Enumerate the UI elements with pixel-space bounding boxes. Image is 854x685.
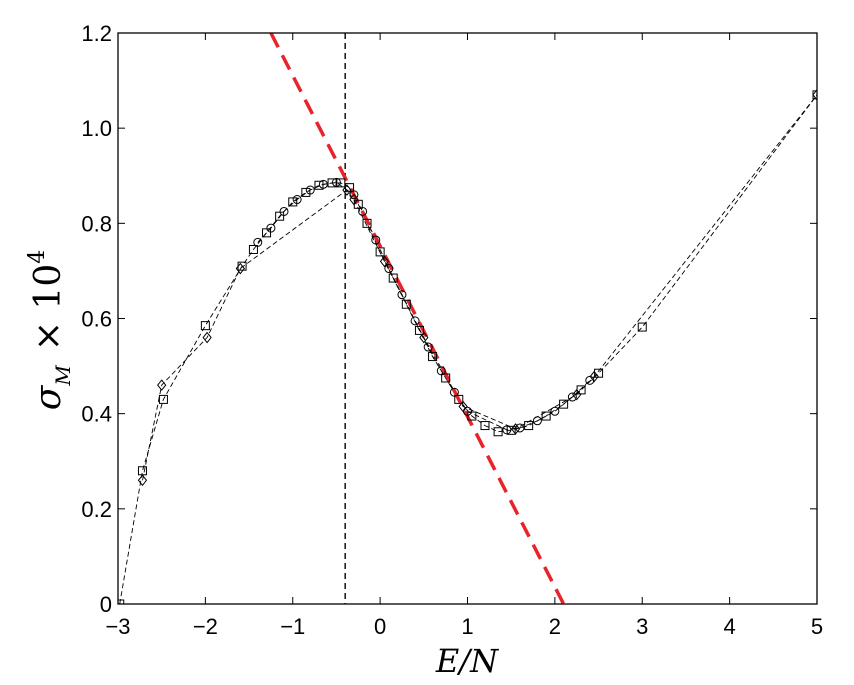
data-point-circle bbox=[384, 264, 394, 274]
data-point-diamond bbox=[235, 262, 245, 275]
data-point-square bbox=[158, 394, 168, 404]
data-point-square bbox=[594, 368, 604, 378]
data-point-circle bbox=[318, 179, 328, 189]
y-axis-factor: × 10 bbox=[28, 264, 69, 351]
data-point-circle bbox=[410, 316, 420, 326]
data-point-square bbox=[336, 178, 346, 188]
y-tick-label: 1.0 bbox=[81, 116, 112, 141]
series-line-diamond bbox=[142, 94, 817, 481]
data-point-circle bbox=[423, 342, 433, 352]
data-point-square bbox=[541, 411, 551, 421]
data-point-circle bbox=[266, 223, 276, 233]
data-point-square bbox=[559, 399, 569, 409]
svg-text:σM× 104: σM × 104 bbox=[25, 250, 75, 410]
x-tick-label: 5 bbox=[811, 614, 823, 639]
data-point-square bbox=[454, 394, 464, 404]
x-axis-label: E/N bbox=[435, 642, 499, 680]
series-line-circle bbox=[257, 181, 591, 431]
data-point-square bbox=[288, 197, 298, 207]
y-tick-label: 0.4 bbox=[81, 402, 112, 427]
data-point-diamond bbox=[458, 400, 468, 413]
data-point-square bbox=[301, 187, 311, 197]
data-point-circle bbox=[515, 423, 525, 433]
data-point-diamond bbox=[157, 379, 167, 391]
data-point-circle bbox=[371, 235, 381, 245]
data-point-diamond bbox=[349, 193, 359, 206]
y-axis-subscript: M bbox=[51, 365, 75, 387]
x-tick-label: 3 bbox=[636, 614, 648, 639]
data-point-square bbox=[637, 322, 647, 332]
data-point-square bbox=[506, 425, 516, 435]
data-point-square bbox=[327, 178, 337, 188]
data-point-square bbox=[362, 218, 372, 228]
y-tick-label: 0.6 bbox=[81, 307, 112, 332]
data-point-diamond bbox=[812, 89, 817, 101]
data-point-circle bbox=[279, 206, 289, 216]
data-point-circle bbox=[449, 387, 459, 397]
data-point-circle bbox=[331, 177, 341, 187]
data-point-circle bbox=[397, 290, 407, 300]
data-point-circle bbox=[349, 190, 359, 200]
data-point-square bbox=[200, 321, 210, 331]
data-point-square bbox=[375, 247, 385, 257]
x-tick-label: −1 bbox=[280, 614, 305, 639]
data-point-circle bbox=[550, 406, 560, 416]
y-tick-label: 1.2 bbox=[81, 21, 112, 46]
y-tick-label: 0 bbox=[100, 592, 112, 617]
plot-frame bbox=[117, 32, 818, 605]
data-point-circle bbox=[436, 366, 446, 376]
data-point-square bbox=[118, 599, 125, 604]
data-point-diamond bbox=[419, 331, 429, 344]
data-point-diamond bbox=[589, 370, 599, 383]
data-point-square bbox=[248, 245, 258, 255]
data-point-diamond bbox=[137, 474, 148, 487]
y-tick-label: 0.2 bbox=[81, 497, 112, 522]
data-point-square bbox=[314, 180, 324, 190]
x-tick-label: −3 bbox=[105, 614, 130, 639]
x-tick-label: 0 bbox=[374, 614, 386, 639]
x-tick-label: −2 bbox=[193, 614, 218, 639]
data-point-square bbox=[388, 273, 398, 283]
data-point-square bbox=[493, 427, 503, 437]
data-point-circle bbox=[253, 237, 263, 247]
data-point-diamond bbox=[379, 255, 390, 268]
y-axis-label: σM × 104 bbox=[25, 250, 75, 410]
data-point-diamond bbox=[202, 331, 212, 344]
linear-fit-line bbox=[269, 33, 566, 604]
data-point-square bbox=[524, 421, 534, 431]
y-axis-exponent: 4 bbox=[25, 250, 50, 264]
x-tick-label: 1 bbox=[461, 614, 473, 639]
y-tick-label: 0.8 bbox=[81, 211, 112, 236]
x-tick-label: 4 bbox=[724, 614, 736, 639]
data-point-square bbox=[480, 421, 490, 431]
series-line-square bbox=[119, 94, 817, 604]
data-point-square bbox=[414, 325, 424, 335]
y-axis-symbol: σ bbox=[28, 384, 69, 410]
data-point-diamond bbox=[572, 388, 582, 401]
data-point-diamond bbox=[510, 423, 521, 435]
data-point-square bbox=[441, 373, 451, 383]
data-point-square bbox=[428, 352, 438, 362]
data-point-circle bbox=[567, 392, 577, 402]
data-point-circle bbox=[358, 206, 368, 216]
data-point-circle bbox=[532, 416, 542, 426]
data-point-diamond bbox=[342, 184, 352, 196]
data-point-circle bbox=[502, 425, 512, 435]
x-tick-label: 2 bbox=[549, 614, 561, 639]
data-point-square bbox=[401, 299, 411, 309]
data-point-circle bbox=[305, 185, 315, 195]
data-point-circle bbox=[292, 195, 302, 205]
